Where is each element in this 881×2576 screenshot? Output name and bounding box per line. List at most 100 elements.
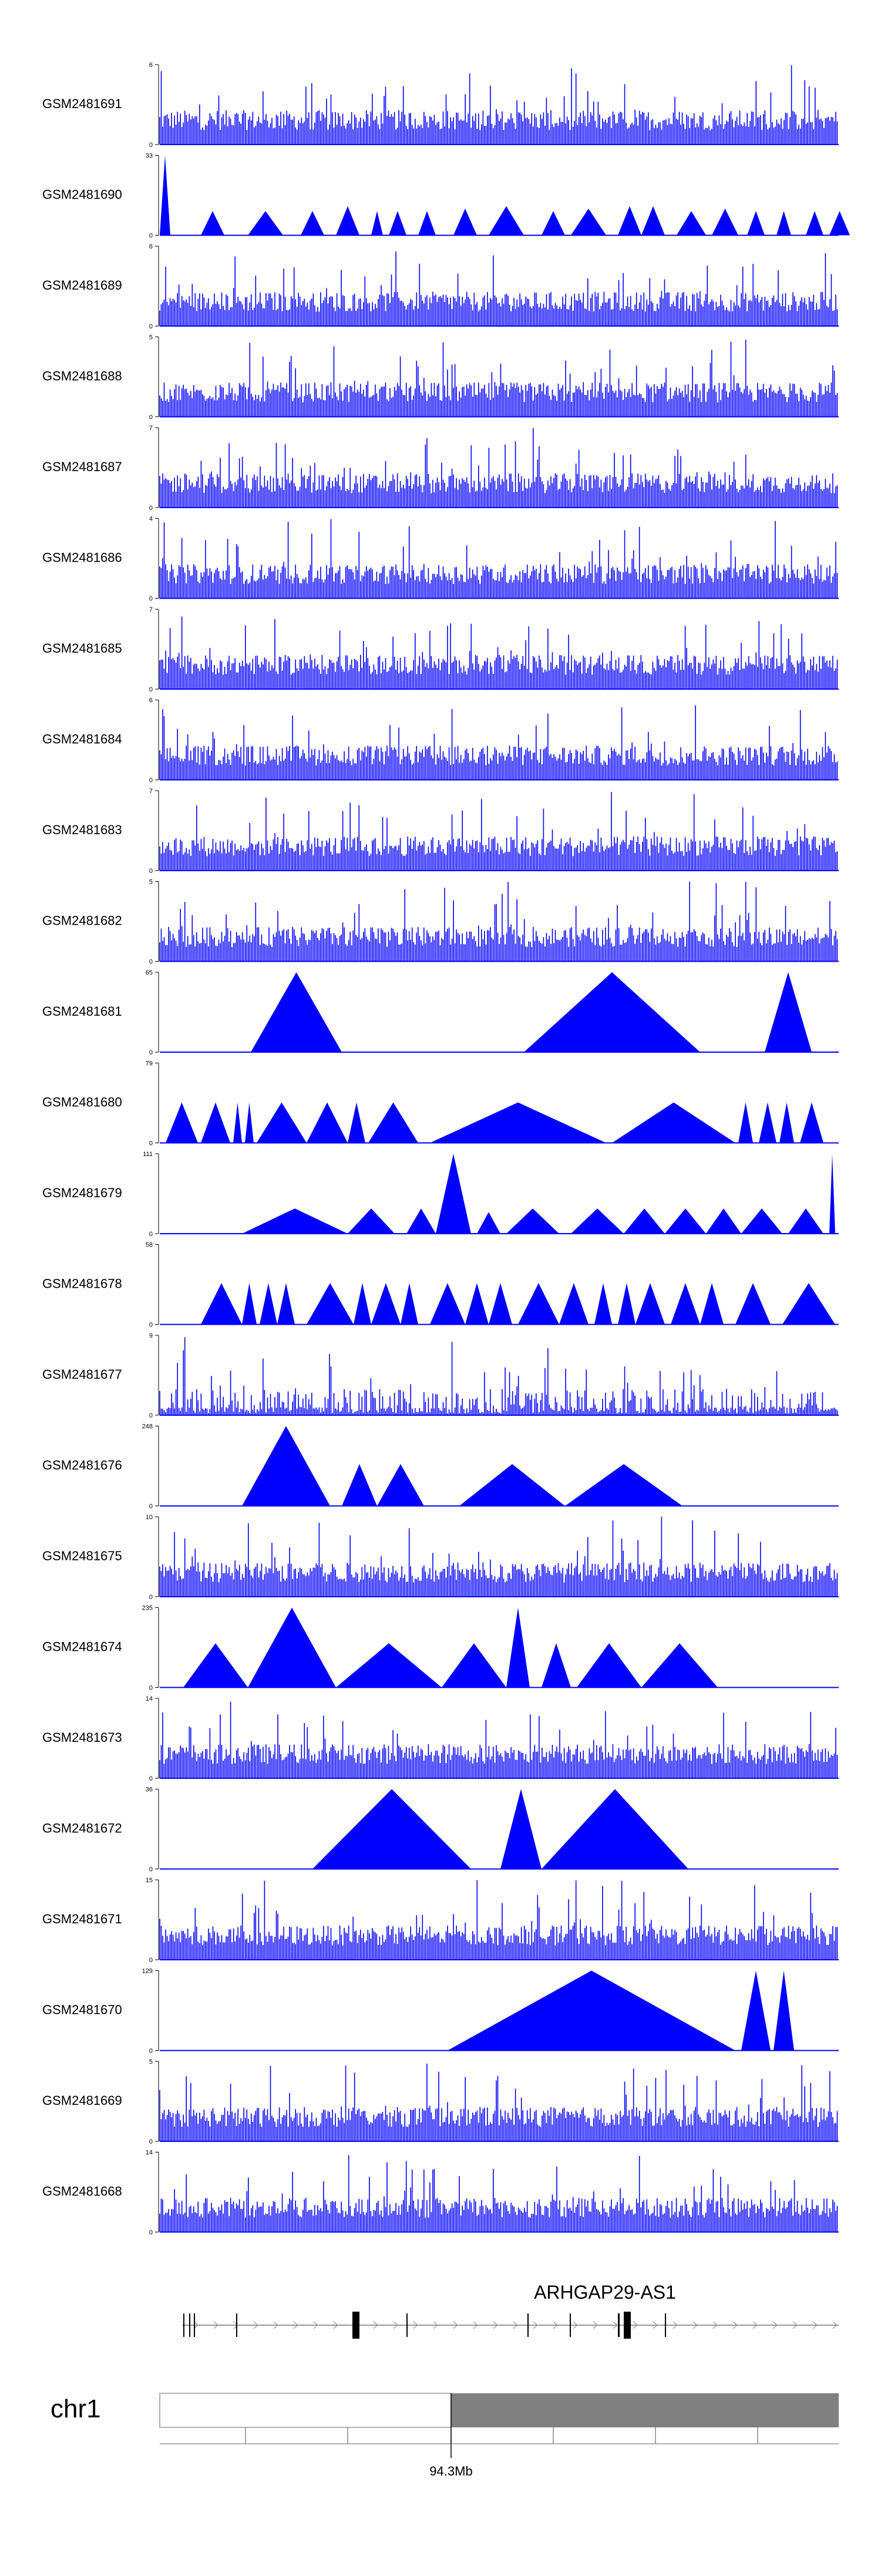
signal-peak — [166, 1102, 198, 1143]
strand-arrow — [832, 2321, 838, 2329]
signal-peak — [465, 1283, 489, 1325]
strand-arrow — [433, 2321, 438, 2329]
signal-peak — [776, 211, 791, 236]
track-GSM2481689: GSM2481689 6 0 — [42, 243, 839, 330]
strand-arrow — [273, 2321, 278, 2329]
signal-peak — [706, 1208, 741, 1234]
y-min-label: 0 — [149, 323, 153, 330]
signal-peak — [735, 1283, 771, 1325]
signal-peak — [453, 209, 477, 236]
strand-arrow — [712, 2321, 718, 2329]
signal-peak — [312, 1789, 471, 1869]
signal-peak — [377, 1464, 424, 1506]
y-max-label: 5 — [149, 2058, 153, 2065]
y-min-label: 0 — [149, 414, 153, 421]
y-min-label: 0 — [149, 2138, 153, 2145]
signal-peak — [665, 1208, 706, 1234]
track-GSM2481673: GSM2481673 14 0 — [42, 1695, 839, 1782]
exon — [570, 2313, 571, 2337]
signal-peak — [489, 206, 524, 236]
y-min-label: 0 — [149, 1322, 153, 1329]
signal-peak — [788, 1208, 823, 1234]
track-label: GSM2481690 — [42, 187, 122, 202]
signal-coverage — [159, 792, 838, 871]
y-max-label: 7 — [149, 425, 153, 432]
exon — [618, 2313, 620, 2337]
y-min-label: 0 — [149, 1957, 153, 1964]
strand-arrow — [373, 2321, 378, 2329]
signal-peak — [260, 1283, 277, 1325]
strand-arrow — [672, 2321, 678, 2329]
signal-peak — [489, 1283, 512, 1325]
y-max-label: 235 — [142, 1605, 153, 1612]
signal-peak — [336, 206, 359, 236]
track-label: GSM2481688 — [42, 369, 122, 384]
track-GSM2481685: GSM2481685 7 0 — [42, 606, 839, 693]
exon — [236, 2313, 237, 2337]
track-GSM2481679: GSM2481679 111 0 — [42, 1151, 839, 1238]
signal-peak — [759, 1102, 776, 1143]
chromosome-label: chr1 — [51, 2394, 101, 2423]
y-min-label: 0 — [149, 142, 153, 149]
signal-peak — [257, 1102, 307, 1143]
y-max-label: 5 — [149, 334, 153, 341]
signal-peak — [448, 1970, 735, 2051]
strand-arrow — [473, 2321, 478, 2329]
strand-arrow — [633, 2321, 638, 2329]
tracks-layer: GSM248169160GSM2481690330GSM248168960GSM… — [42, 62, 850, 2236]
strand-arrow — [692, 2321, 698, 2329]
y-max-label: 10 — [146, 1514, 153, 1521]
track-GSM2481676: GSM2481676 248 0 — [42, 1423, 839, 1510]
track-GSM2481687: GSM2481687 7 0 — [42, 425, 839, 512]
signal-peak — [371, 1283, 401, 1325]
signal-peak — [160, 155, 170, 236]
signal-peak — [741, 1208, 782, 1234]
y-min-label: 0 — [149, 868, 153, 875]
track-label: GSM2481691 — [42, 96, 122, 111]
signal-peak — [242, 1208, 348, 1234]
signal-peak — [389, 211, 406, 236]
strand-arrow — [772, 2321, 778, 2329]
signal-coverage — [159, 340, 838, 417]
exon — [183, 2313, 184, 2337]
signal-peak — [677, 211, 706, 236]
signal-peak — [774, 1970, 794, 2051]
track-label: GSM2481677 — [42, 1367, 122, 1382]
signal-peak — [506, 1607, 530, 1688]
track-GSM2481682: GSM2481682 5 0 — [42, 879, 839, 966]
signal-peak — [571, 209, 606, 236]
strand-arrow — [453, 2321, 458, 2329]
exon — [665, 2313, 666, 2337]
track-GSM2481686: GSM2481686 4 0 — [42, 516, 839, 603]
track-GSM2481690: GSM2481690 33 0 — [42, 153, 850, 240]
track-label: GSM2481671 — [42, 1912, 122, 1926]
exon — [406, 2313, 408, 2337]
signal-peak — [371, 211, 383, 236]
gene-name: ARHGAP29-AS1 — [534, 2282, 676, 2303]
y-min-label: 0 — [149, 1140, 153, 1147]
signal-coverage — [159, 705, 838, 780]
y-max-label: 33 — [146, 153, 153, 160]
y-min-label: 0 — [149, 1412, 153, 1419]
signal-peak — [307, 1102, 348, 1143]
signal-peak — [245, 1102, 254, 1143]
exon — [194, 2313, 195, 2337]
signal-peak — [436, 1154, 471, 1234]
signal-peak — [577, 1643, 641, 1688]
signal-peak — [800, 1102, 823, 1143]
signal-peak — [418, 211, 436, 236]
y-max-label: 4 — [149, 516, 153, 523]
strand-arrow — [533, 2321, 538, 2329]
signal-peak — [201, 1283, 242, 1325]
y-max-label: 9 — [149, 1332, 153, 1339]
signal-peak — [233, 1102, 242, 1143]
y-max-label: 6 — [149, 62, 153, 69]
track-label: GSM2481686 — [42, 550, 122, 565]
track-GSM2481669: GSM2481669 5 0 — [42, 2058, 839, 2145]
y-min-label: 0 — [149, 2048, 153, 2055]
track-label: GSM2481683 — [42, 822, 122, 837]
track-label: GSM2481689 — [42, 278, 122, 293]
signal-coverage — [159, 616, 838, 689]
strand-arrow — [553, 2321, 558, 2329]
signal-peak — [242, 1426, 330, 1506]
